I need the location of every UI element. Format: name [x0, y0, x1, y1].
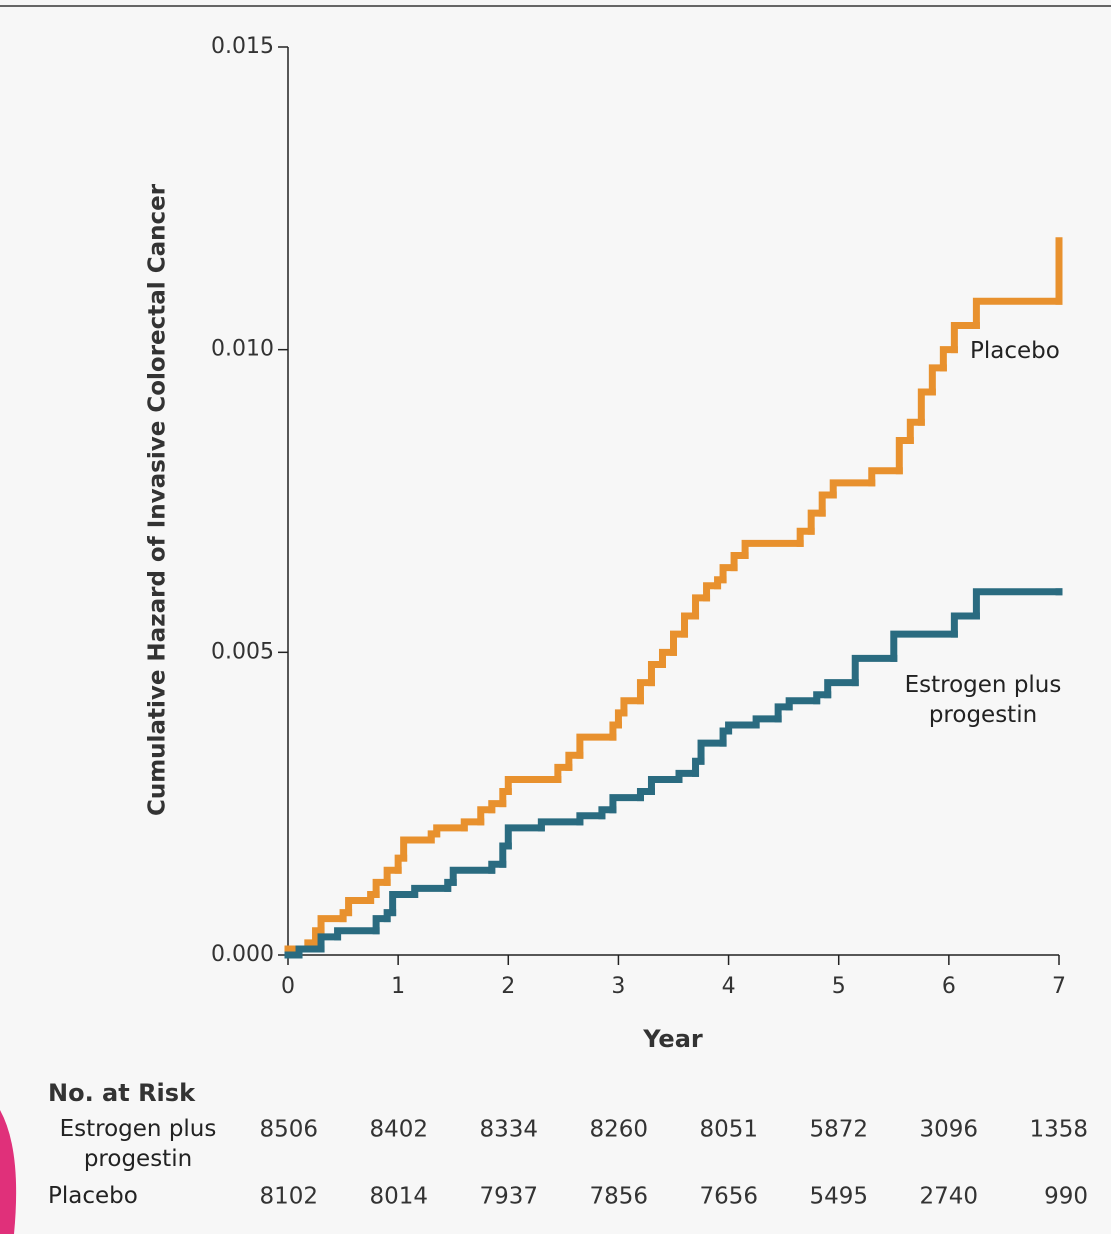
- risk-count: 7656: [699, 1184, 758, 1210]
- step-segment: [338, 931, 377, 937]
- risk-count: 5872: [809, 1117, 868, 1143]
- step-segment: [541, 822, 580, 828]
- series-label: Estrogen plus progestin: [893, 670, 1073, 730]
- x-axis-title: Year: [642, 1025, 703, 1053]
- step-segment: [899, 440, 910, 470]
- y-axis-title: Cumulative Hazard of Invasive Colorectal…: [145, 183, 171, 816]
- x-tick-label: 1: [391, 974, 405, 999]
- x-tick-label: 2: [501, 974, 515, 999]
- y-tick-label: 0.000: [211, 942, 274, 967]
- series-label-text: Estrogen plus progestin: [893, 670, 1073, 730]
- step-segment: [613, 798, 641, 810]
- risk-count: 1358: [1029, 1117, 1088, 1143]
- risk-title: No. at Risk: [48, 1079, 196, 1107]
- step-segment: [828, 683, 856, 695]
- x-tick-label: 6: [942, 974, 956, 999]
- x-tick-label: 3: [611, 974, 625, 999]
- step-segment: [833, 483, 872, 495]
- risk-count: 2740: [919, 1184, 978, 1210]
- x-tick-label: 7: [1052, 974, 1066, 999]
- risk-count: 8402: [369, 1117, 428, 1143]
- y-tick-label: 0.015: [211, 34, 274, 59]
- risk-row-label: Placebo: [48, 1181, 138, 1211]
- step-segment: [580, 737, 613, 755]
- step-segment: [872, 471, 900, 483]
- chart: Cumulative Hazard of Invasive Colorectal…: [0, 0, 1111, 1234]
- step-segment: [855, 658, 894, 682]
- step-segment: [745, 543, 800, 555]
- risk-count: 8334: [479, 1117, 538, 1143]
- risk-row-label-text: Estrogen plus progestin: [48, 1114, 228, 1174]
- y-tick-label: 0.010: [211, 337, 274, 362]
- x-tick-label: 5: [832, 974, 846, 999]
- step-segment: [729, 725, 757, 731]
- series-label: Placebo: [970, 336, 1060, 366]
- risk-count: 8506: [259, 1117, 318, 1143]
- risk-count: 990: [1044, 1184, 1088, 1210]
- step-segment: [921, 392, 932, 422]
- step-segment: [976, 301, 1059, 325]
- step-segment: [404, 840, 432, 858]
- corner-decoration: [0, 1110, 16, 1234]
- risk-count: 7937: [479, 1184, 538, 1210]
- step-segment: [976, 592, 1059, 616]
- step-segment: [453, 870, 492, 882]
- risk-count: 5495: [809, 1184, 868, 1210]
- y-tick-label: 0.005: [211, 639, 274, 664]
- step-segment: [894, 634, 955, 658]
- risk-count: 7856: [589, 1184, 648, 1210]
- risk-row-label-text: Placebo: [48, 1183, 138, 1209]
- risk-count: 8260: [589, 1117, 648, 1143]
- risk-count: 8102: [259, 1184, 318, 1210]
- step-segment: [508, 779, 558, 791]
- step-segment: [651, 779, 679, 791]
- page: Cumulative Hazard of Invasive Colorectal…: [0, 0, 1111, 1234]
- step-segment: [415, 888, 448, 894]
- step-segment: [789, 701, 817, 707]
- series-label-text: Placebo: [970, 338, 1060, 364]
- x-tick-label: 4: [722, 974, 736, 999]
- risk-count: 8014: [369, 1184, 428, 1210]
- risk-count: 8051: [699, 1117, 758, 1143]
- risk-count: 3096: [919, 1117, 978, 1143]
- x-tick-label: 0: [281, 974, 295, 999]
- risk-row-label: Estrogen plus progestin: [48, 1114, 228, 1174]
- step-segment: [437, 828, 465, 834]
- step-segment: [508, 828, 541, 846]
- step-segment: [932, 368, 943, 392]
